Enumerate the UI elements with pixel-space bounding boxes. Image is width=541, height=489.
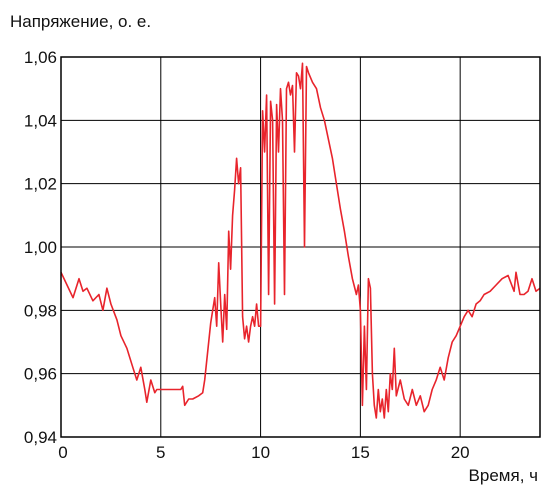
x-tick-label: 5: [156, 443, 165, 462]
y-tick-labels: 0,94 0,96 0,98 1,00 1,02 1,04 1,06: [24, 48, 57, 447]
y-tick-label: 0,96: [24, 365, 57, 384]
x-axis-label: Время, ч: [469, 466, 538, 485]
plot-frame: [60, 56, 541, 438]
grid-lines: [60, 56, 540, 438]
x-tick-label: 15: [351, 443, 370, 462]
y-tick-label: 1,02: [24, 175, 57, 194]
y-axis-label: Напряжение, о. е.: [10, 12, 151, 31]
y-tick-label: 1,04: [24, 111, 57, 130]
x-tick-label: 10: [251, 443, 270, 462]
x-tick-labels: 0 5 10 15 20: [58, 443, 469, 462]
y-tick-label: 0,94: [24, 428, 57, 447]
x-tick-label: 20: [451, 443, 470, 462]
x-tick-label: 0: [58, 443, 67, 462]
y-tick-label: 1,06: [24, 48, 57, 67]
y-tick-label: 1,00: [24, 238, 57, 257]
y-tick-label: 0,98: [24, 301, 57, 320]
series-line-voltage: [60, 62, 541, 419]
